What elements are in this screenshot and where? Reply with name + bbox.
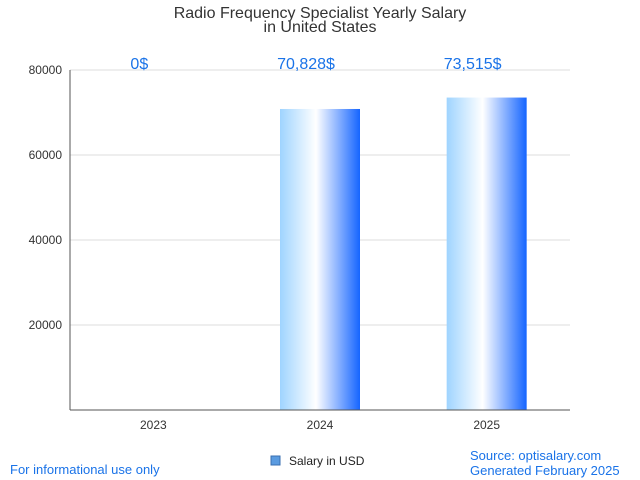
y-tick-label: 40000 xyxy=(29,233,63,247)
bar-2025 xyxy=(446,97,527,410)
data-label-2025: 73,515$ xyxy=(444,56,502,73)
y-tick-label: 20000 xyxy=(29,318,63,332)
footer-disclaimer: For informational use only xyxy=(10,462,160,477)
chart-subtitle: in United States xyxy=(264,19,377,36)
y-tick-label: 80000 xyxy=(29,63,63,77)
x-tick-label: 2023 xyxy=(140,418,167,432)
y-axis-ticks: 20000 40000 60000 80000 xyxy=(29,63,63,332)
footer-source: Source: optisalary.com xyxy=(470,448,602,463)
x-tick-label: 2024 xyxy=(307,418,334,432)
footer-source-block: Source: optisalary.com Generated Februar… xyxy=(470,448,620,478)
chart-title: Radio Frequency Specialist Yearly Salary xyxy=(174,5,467,22)
legend-swatch xyxy=(270,455,281,466)
y-tick-label: 60000 xyxy=(29,148,63,162)
bar-2024 xyxy=(280,108,360,410)
data-labels: 0$ 70,828$ 73,515$ xyxy=(130,56,501,73)
x-axis-ticks: 2023 2024 2025 xyxy=(140,418,500,432)
x-tick-label: 2025 xyxy=(473,418,500,432)
legend-label: Salary in USD xyxy=(289,454,365,468)
footer-generated: Generated February 2025 xyxy=(470,463,620,478)
bars xyxy=(280,97,527,410)
data-label-2024: 70,828$ xyxy=(277,56,335,73)
data-label-2023: 0$ xyxy=(130,56,148,73)
